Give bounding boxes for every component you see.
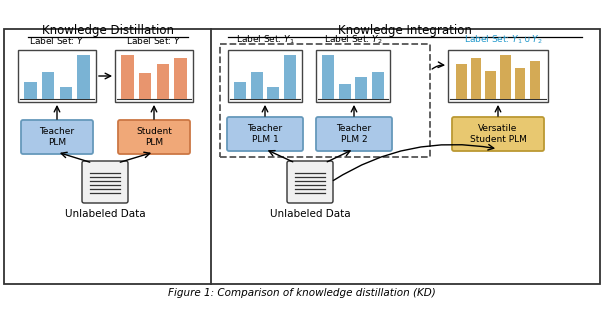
Bar <box>60 87 72 99</box>
Text: Unlabeled Data: Unlabeled Data <box>65 209 146 219</box>
Bar <box>174 58 187 99</box>
FancyBboxPatch shape <box>448 50 548 102</box>
Bar <box>4 29 600 284</box>
FancyBboxPatch shape <box>228 50 302 102</box>
Bar <box>486 71 496 99</box>
Bar <box>234 82 246 99</box>
Bar <box>121 55 134 99</box>
Bar <box>42 72 54 99</box>
Bar <box>500 55 510 99</box>
Bar <box>77 55 90 99</box>
Text: Label Set: $Y_2$: Label Set: $Y_2$ <box>324 33 382 46</box>
Text: Label Set: $Y_1$: Label Set: $Y_1$ <box>236 33 294 46</box>
FancyBboxPatch shape <box>115 50 193 102</box>
Bar <box>339 84 350 99</box>
FancyBboxPatch shape <box>287 161 333 203</box>
Text: Unlabeled Data: Unlabeled Data <box>270 209 350 219</box>
FancyBboxPatch shape <box>316 50 390 102</box>
FancyBboxPatch shape <box>118 120 190 154</box>
Bar <box>471 58 481 99</box>
FancyBboxPatch shape <box>82 161 128 203</box>
FancyBboxPatch shape <box>316 117 392 151</box>
FancyBboxPatch shape <box>452 117 544 151</box>
Text: Teacher
PLM 2: Teacher PLM 2 <box>336 124 371 144</box>
Bar <box>156 64 169 99</box>
Bar <box>268 87 279 99</box>
Bar <box>530 61 540 99</box>
Text: Label Set: $Y$: Label Set: $Y$ <box>29 35 85 46</box>
Bar <box>456 65 466 99</box>
Text: Label Set: $Y$: Label Set: $Y$ <box>126 35 182 46</box>
Bar <box>322 55 334 99</box>
Bar <box>251 72 263 99</box>
Bar <box>24 82 37 99</box>
Text: Knowledge Distillation: Knowledge Distillation <box>42 24 174 37</box>
Text: Label Set: $Y_1 \cup Y_2$: Label Set: $Y_1 \cup Y_2$ <box>464 33 542 46</box>
Bar <box>515 68 525 99</box>
FancyBboxPatch shape <box>227 117 303 151</box>
Text: Teacher
PLM: Teacher PLM <box>39 127 74 147</box>
FancyBboxPatch shape <box>18 50 96 102</box>
Text: Versatile
Student PLM: Versatile Student PLM <box>469 124 527 144</box>
Text: Teacher
PLM 1: Teacher PLM 1 <box>248 124 283 144</box>
Bar <box>139 73 152 99</box>
FancyBboxPatch shape <box>21 120 93 154</box>
Text: Student
PLM: Student PLM <box>136 127 172 147</box>
Text: Figure 1: Comparison of knowledge distillation (KD): Figure 1: Comparison of knowledge distil… <box>168 288 436 298</box>
Bar <box>284 55 296 99</box>
Text: Knowledge Integration: Knowledge Integration <box>338 24 472 37</box>
Bar <box>355 77 367 99</box>
Bar <box>372 72 384 99</box>
